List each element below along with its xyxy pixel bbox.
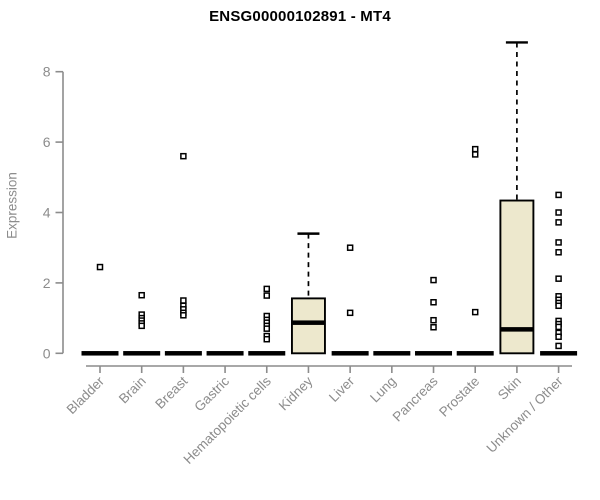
boxplot-lung [373,351,411,356]
outlier-point [138,291,145,299]
x-tick-label-kidney: Kidney [276,373,316,413]
x-tick-label-gastric: Gastric [191,373,232,414]
boxplot-pancreas [415,276,453,356]
collapsed-box [540,351,578,356]
x-tick-label-lung: Lung [367,374,399,406]
collapsed-box [373,351,411,356]
collapsed-box [248,351,286,356]
outlier-point [555,323,562,331]
x-tick-label-bladder: Bladder [64,373,108,417]
outlier-point [555,219,562,226]
x-tick-label-skin: Skin [495,374,524,403]
median-line [500,327,534,332]
outlier-point [138,322,145,330]
boxplot-breast [164,152,202,356]
outlier-point [430,276,437,284]
outlier-point [555,209,562,216]
outlier-point [263,325,271,332]
boxplot-bladder [81,263,119,356]
collapsed-box [415,351,453,356]
y-tick-label-0: 0 [43,345,51,361]
outlier-point [471,151,479,158]
iqr-box [291,297,326,355]
outlier-point [430,316,437,324]
y-tick-label-8: 8 [43,64,51,80]
outlier-point [555,333,562,341]
boxplot-prostate [456,145,494,356]
outlier-point [555,249,562,256]
y-axis-label: Expression [4,172,20,239]
y-tick-label-2: 2 [43,275,51,291]
outlier-point [430,324,437,331]
boxplot-brain [123,291,161,356]
x-tick-label-liver: Liver [326,373,358,405]
x-tick-label-prostate: Prostate [436,374,482,420]
boxplot-liver [331,244,369,356]
collapsed-box [456,351,494,356]
outlier-point [346,309,354,317]
outlier-point [555,275,562,282]
x-tick-label-breast: Breast [152,373,190,411]
collapsed-box [123,351,161,356]
outlier-point [471,145,479,153]
y-tick-label-4: 4 [43,205,51,221]
outlier-point [430,299,437,306]
outlier-point [555,342,562,350]
boxplot-kidney [291,232,326,355]
collapsed-box [81,351,119,356]
outlier-point [555,302,562,310]
collapsed-box [331,351,369,356]
x-tick-label-brain: Brain [116,374,149,407]
outlier-point [263,285,271,293]
outlier-point [346,244,354,251]
x-tick-label-unknown-other: Unknown / Other [483,373,566,456]
outlier-point [96,263,104,271]
boxplot-unknown-other [540,191,578,356]
outlier-point [555,239,562,246]
boxplot-hematopoietic-cells [248,285,286,356]
collapsed-box [164,351,202,356]
outlier-point [471,308,479,316]
boxplot-skin [499,41,535,355]
outlier-point [180,152,187,160]
x-tick-label-pancreas: Pancreas [390,373,441,424]
outlier-point [263,335,271,343]
outlier-point [263,292,271,299]
outlier-point [180,312,187,319]
outlier-point [180,297,187,304]
boxplot-gastric [206,351,244,356]
chart-title: ENSG00000102891 - MT4 [209,8,391,25]
outlier-point [555,191,562,199]
collapsed-box [206,351,244,356]
median-line [291,320,325,325]
y-tick-label-6: 6 [43,134,51,150]
